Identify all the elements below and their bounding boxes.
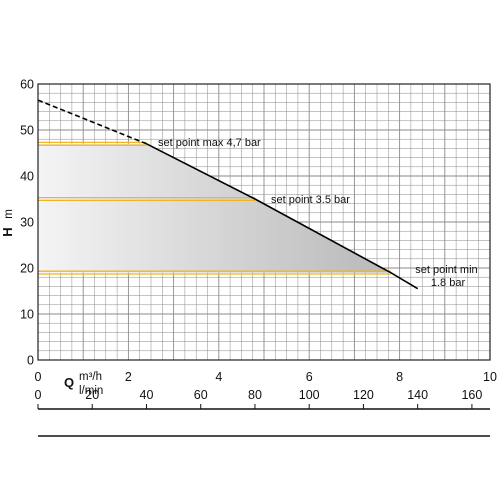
y-axis-letter: H <box>0 227 15 236</box>
plot-frame <box>37 83 491 361</box>
x-tick-label-lmin: 40 <box>140 388 154 402</box>
x-axis-ticks-lmin: 0 20 40 60 80 100 120 140 160 <box>35 388 482 409</box>
x-tick-label-lmin: 60 <box>194 388 208 402</box>
x-tick-label-lmin: 0 <box>35 388 42 402</box>
x-tick-label-m3h: 6 <box>306 370 313 384</box>
pump-curve <box>146 143 419 290</box>
y-tick-label: 30 <box>20 216 34 230</box>
x-tick-label-m3h: 8 <box>396 370 403 384</box>
x-tick-label-lmin: 120 <box>353 388 374 402</box>
x-axis-unit-lmin: l/min <box>79 385 103 397</box>
x-axis-ticks-m3h: 0 2 4 6 8 10 <box>35 370 497 384</box>
y-tick-label: 40 <box>20 170 34 184</box>
x-tick-label-m3h: 10 <box>483 370 497 384</box>
x-axis-unit-m3h: m³/h <box>79 371 102 383</box>
x-tick-label-m3h: 2 <box>125 370 132 384</box>
x-tick-label-lmin: 160 <box>461 388 482 402</box>
set-point-label-min-line-1: set point min <box>415 264 477 276</box>
set-point-lines <box>38 141 391 275</box>
set-point-label-mid: set point 3.5 bar <box>271 194 350 206</box>
y-tick-label: 10 <box>20 308 34 322</box>
x-tick-label-lmin: 20 <box>85 388 99 402</box>
y-tick-label: 50 <box>20 124 34 138</box>
x-axis-letter: Q <box>64 375 74 390</box>
set-point-label-max: set point max 4,7 bar <box>158 137 261 149</box>
set-point-label-min-line-2: 1.8 bar <box>431 277 466 289</box>
pump-curve-extrapolated <box>37 99 147 145</box>
x-tick-label-lmin: 100 <box>299 388 320 402</box>
y-tick-label: 0 <box>27 354 34 368</box>
y-tick-label: 60 <box>20 78 34 92</box>
set-point-label-min: set point min 1.8 bar <box>415 264 480 289</box>
y-axis-ticks: 0 10 20 30 40 50 60 <box>20 78 34 368</box>
y-tick-label: 20 <box>20 262 34 276</box>
x-tick-label-m3h: 0 <box>35 370 42 384</box>
x-tick-label-m3h: 4 <box>215 370 222 384</box>
x-tick-label-lmin: 80 <box>248 388 262 402</box>
x-tick-label-lmin: 140 <box>407 388 428 402</box>
y-axis-unit: m <box>3 209 15 219</box>
operating-area <box>38 143 391 273</box>
